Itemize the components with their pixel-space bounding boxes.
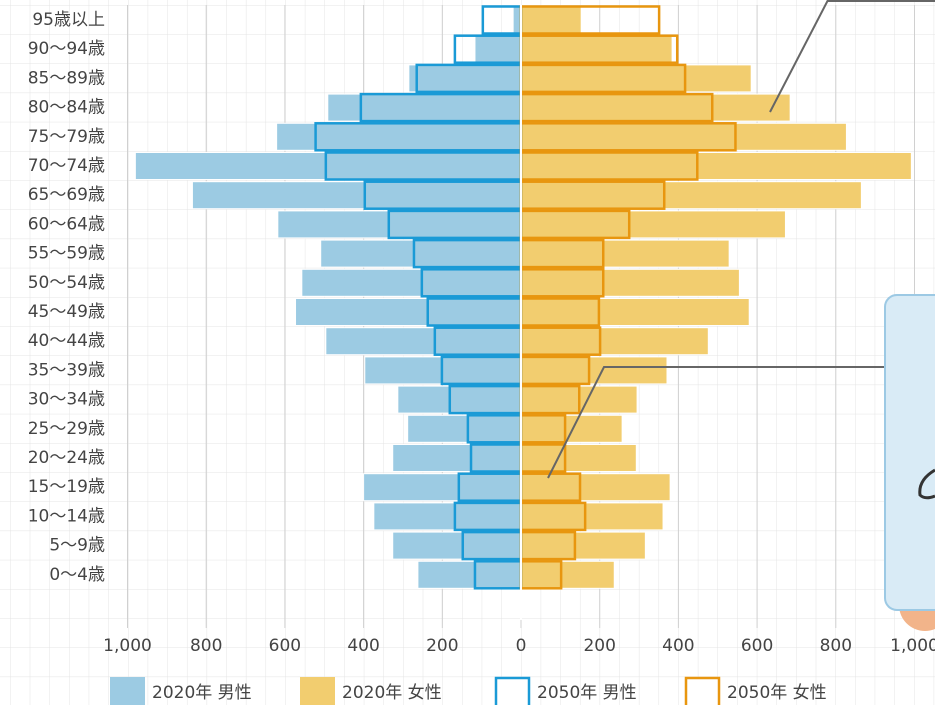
- bar: [408, 64, 522, 93]
- decor-stroke: [918, 468, 935, 500]
- x-tick-label: 600: [741, 636, 773, 656]
- bar: [520, 35, 673, 64]
- legend-item: 2020年 女性: [300, 677, 442, 705]
- y-tick-label: 55〜59歳: [28, 244, 105, 264]
- x-tick-label: 1,000: [890, 636, 935, 656]
- x-tick-label: 1,000: [103, 636, 152, 656]
- y-tick-label: 40〜44歳: [28, 331, 105, 351]
- bar: [392, 531, 522, 560]
- y-tick-label: 70〜74歳: [28, 156, 105, 176]
- bar: [520, 298, 750, 326]
- x-tick-label: 800: [820, 636, 852, 656]
- y-tick-label: 35〜39歳: [28, 360, 105, 380]
- bar: [392, 444, 522, 472]
- bar: [320, 239, 522, 268]
- y-tick-label: 0〜4歳: [49, 565, 105, 585]
- bar: [520, 268, 740, 297]
- y-tick-label: 25〜29歳: [28, 419, 105, 439]
- callouts: [547, 0, 935, 631]
- legend-swatch: [684, 676, 721, 705]
- bar: [301, 268, 522, 297]
- x-tick-label: 0: [516, 636, 527, 656]
- bar: [417, 560, 522, 589]
- y-tick-label: 60〜64歳: [28, 214, 105, 234]
- bar: [520, 6, 582, 34]
- y-tick-label: 75〜79歳: [28, 127, 105, 147]
- legend-item: 2020年 男性: [110, 677, 252, 705]
- y-tick-label: 95歳以上: [32, 10, 105, 30]
- bar: [325, 327, 522, 356]
- bar: [397, 385, 522, 414]
- bar: [520, 122, 847, 151]
- bar: [295, 298, 522, 326]
- y-tick-label: 65〜69歳: [28, 185, 105, 205]
- bar: [520, 531, 646, 560]
- bar: [363, 473, 522, 502]
- legend-item: 2050年 男性: [494, 676, 637, 705]
- bar: [520, 327, 709, 356]
- legend-swatch: [110, 677, 145, 705]
- legend-item: 2050年 女性: [684, 676, 827, 705]
- y-tick-label: 15〜19歳: [28, 477, 105, 497]
- plot: 1,000 800 600 400 200 0 200 400 600 800 1,000 95歳以上…: [28, 5, 935, 656]
- legend-swatch: [300, 677, 335, 705]
- y-tick-label: 90〜94歳: [28, 39, 105, 59]
- y-tick-label: 10〜14歳: [28, 506, 105, 526]
- bar: [520, 560, 615, 589]
- legend-label: 2050年 男性: [537, 683, 637, 703]
- bar: [520, 64, 752, 93]
- y-tick-label: 80〜84歳: [28, 98, 105, 118]
- x-tick-label: 400: [347, 636, 379, 656]
- x-tick-label: 200: [583, 636, 615, 656]
- bar: [327, 93, 522, 122]
- legend-label: 2020年 男性: [152, 683, 252, 703]
- callout-line: [769, 0, 829, 113]
- callout-box: [884, 294, 935, 611]
- x-tick-label: 600: [269, 636, 301, 656]
- bar: [520, 414, 623, 443]
- bar: [520, 93, 791, 122]
- bar: [520, 502, 664, 531]
- bar: [520, 356, 668, 385]
- bar: [373, 502, 522, 531]
- bar: [407, 414, 522, 443]
- x-tick-label: 400: [662, 636, 694, 656]
- y-tick-label: 45〜49歳: [28, 302, 105, 322]
- bar: [134, 152, 522, 180]
- bar: [520, 210, 786, 239]
- bar: [520, 473, 671, 502]
- bar: [191, 181, 522, 210]
- bar: [520, 181, 862, 210]
- bar: [474, 35, 522, 64]
- bar: [277, 210, 522, 239]
- bar: [520, 444, 637, 472]
- y-tick-label: 5〜9歳: [49, 536, 105, 556]
- y-tick-label: 50〜54歳: [28, 273, 105, 293]
- x-tick-label: 800: [190, 636, 222, 656]
- y-tick-label: 30〜34歳: [28, 390, 105, 410]
- legend-swatch: [494, 676, 531, 705]
- bar: [276, 122, 522, 151]
- callout-line: [547, 366, 914, 479]
- y-tick-label: 20〜24歳: [28, 448, 105, 468]
- bar: [520, 152, 912, 180]
- legend-label: 2050年 女性: [727, 683, 827, 703]
- bar: [520, 239, 730, 268]
- y-tick-label: 85〜89歳: [28, 68, 105, 88]
- legend-label: 2020年 女性: [342, 683, 442, 703]
- x-tick-label: 200: [426, 636, 458, 656]
